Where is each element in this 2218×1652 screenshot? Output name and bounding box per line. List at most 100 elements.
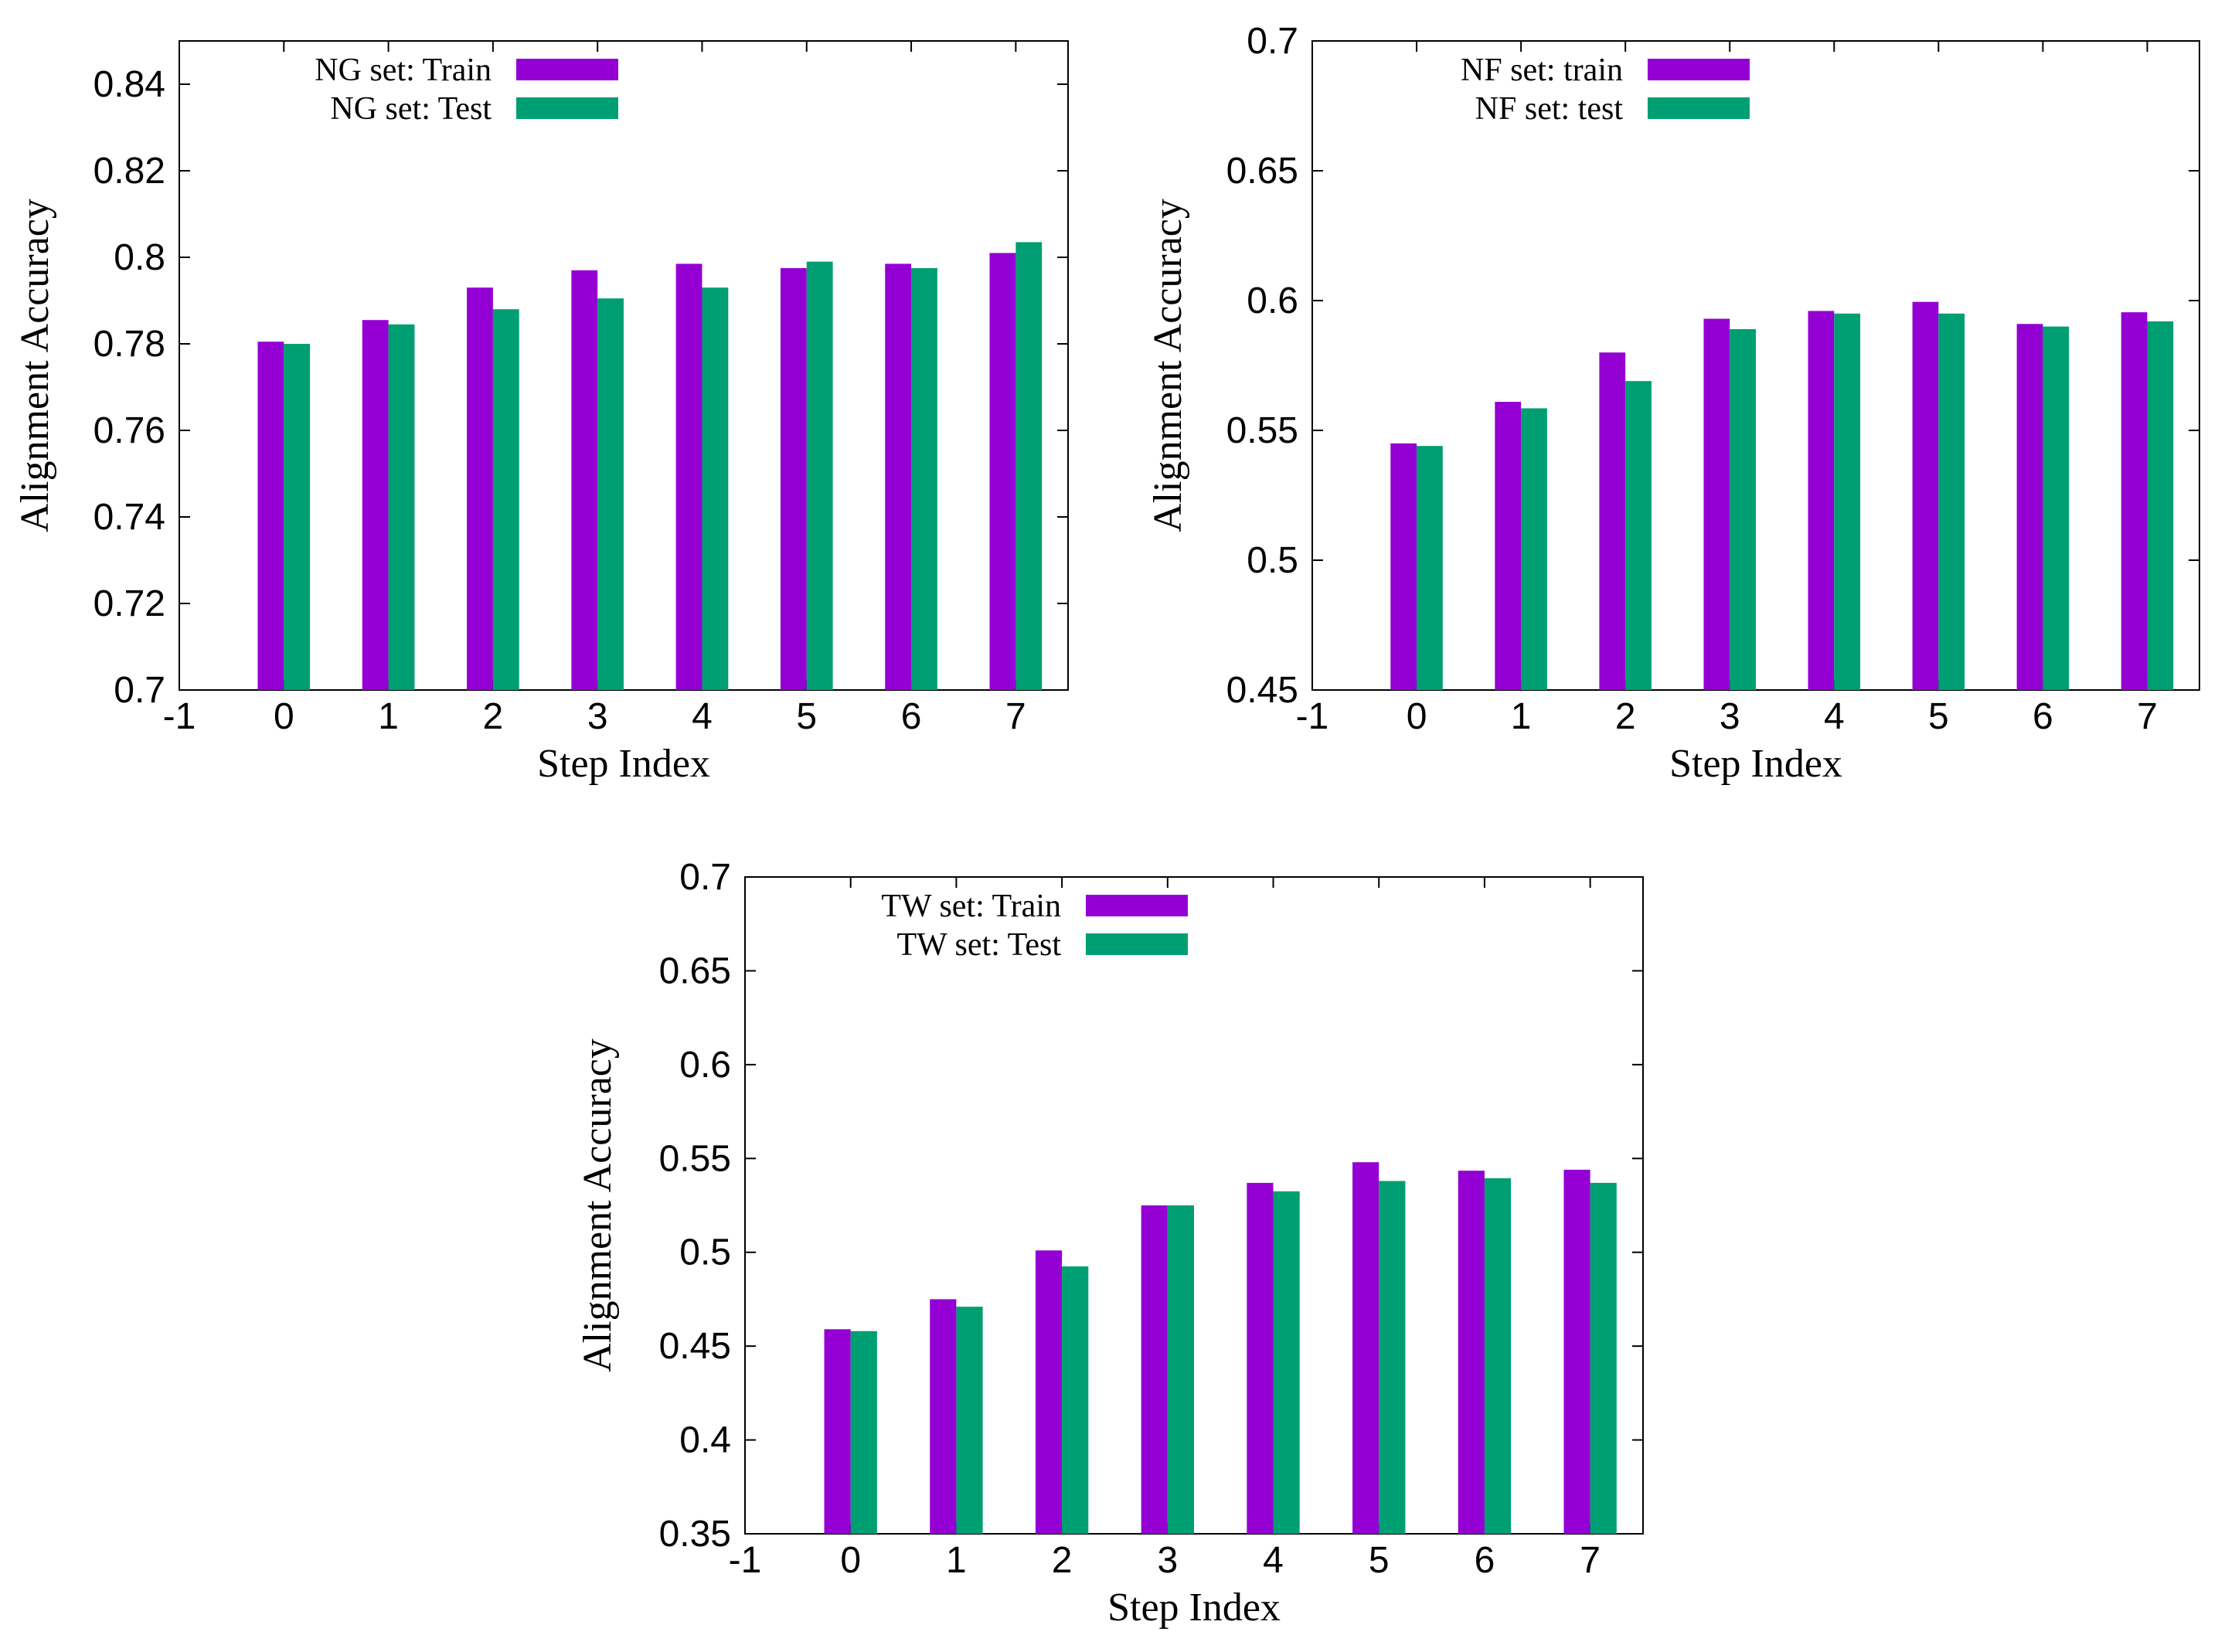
bar-test xyxy=(806,261,833,691)
y-tick-label: 0.84 xyxy=(94,64,165,105)
y-tick-label: 0.5 xyxy=(679,1232,731,1273)
y-tick-label: 0.65 xyxy=(1226,151,1298,192)
bar-train xyxy=(2121,312,2148,690)
chart-ng-set: 0.7 0.72 0.74 0.76 0.78 0.8 0.82 0.84 -1 0 1 2 3 4 5 6 7… xyxy=(13,40,1069,786)
x-tick-label: 4 xyxy=(692,696,713,737)
y-tick-label: 0.7 xyxy=(679,857,731,898)
bar-train xyxy=(1247,1182,1274,1534)
y-tick-label: 0.78 xyxy=(94,324,165,365)
chart-tw-set: 0.35 0.4 0.45 0.5 0.55 0.6 0.65 0.7 -1 0 1 2 3 4 5 6 7 TW… xyxy=(576,857,1644,1630)
legend-label: TW set: Test xyxy=(897,927,1062,963)
x-tick-label: 7 xyxy=(1580,1540,1601,1581)
bar-test xyxy=(1590,1182,1617,1534)
x-tick-label: 2 xyxy=(483,696,504,737)
bar-test xyxy=(1379,1181,1406,1534)
bar-train xyxy=(930,1299,957,1534)
bar-test xyxy=(1730,328,1756,690)
legend-label: NG set: Train xyxy=(315,53,492,88)
x-tick-label: 2 xyxy=(1052,1540,1073,1581)
x-tick-label: 3 xyxy=(1157,1540,1178,1581)
bar-test xyxy=(388,324,415,690)
x-tick-label: 1 xyxy=(1511,696,1532,737)
x-tick-label: 0 xyxy=(274,696,294,737)
x-tick-label: 1 xyxy=(946,1540,967,1581)
y-tick-label: 0.82 xyxy=(94,151,165,192)
y-tick-label: 0.55 xyxy=(1226,410,1298,451)
x-tick-label: -1 xyxy=(163,696,196,737)
bar-test xyxy=(1834,313,1861,690)
legend-label: NF set: train xyxy=(1461,53,1623,88)
legend-swatch xyxy=(1086,933,1188,955)
bar-test xyxy=(1938,313,1965,690)
bar-train xyxy=(257,342,284,690)
x-tick-label: 0 xyxy=(840,1540,861,1581)
bar-train xyxy=(675,263,702,690)
legend-label: TW set: Train xyxy=(881,889,1061,924)
y-tick-label: 0.45 xyxy=(1226,670,1298,711)
x-axis-label: Step Index xyxy=(537,742,710,786)
bar-train xyxy=(571,270,598,690)
x-axis-label: Step Index xyxy=(1107,1586,1281,1630)
bar-test xyxy=(1521,408,1547,690)
bar-train xyxy=(1563,1169,1590,1534)
y-tick-label: 0.35 xyxy=(659,1514,731,1555)
y-tick-label: 0.8 xyxy=(114,237,165,278)
bar-test xyxy=(911,268,937,690)
bar-train xyxy=(1352,1162,1379,1534)
bar-test xyxy=(956,1307,983,1534)
legend-swatch xyxy=(516,59,618,80)
x-tick-label: 3 xyxy=(587,696,608,737)
bar-train xyxy=(1495,402,1522,690)
bar-test xyxy=(2043,326,2070,690)
y-axis-label: Alignment Accuracy xyxy=(1146,199,1190,532)
bar-train xyxy=(885,263,912,690)
bar-test xyxy=(597,298,624,690)
bar-test xyxy=(1484,1178,1512,1534)
bar-test xyxy=(1015,242,1043,690)
x-tick-label: 7 xyxy=(2137,696,2158,737)
bar-train xyxy=(1141,1205,1168,1534)
x-tick-label: 4 xyxy=(1824,696,1845,737)
bar-test xyxy=(1167,1205,1194,1534)
bar-train xyxy=(2016,324,2043,690)
bar-train xyxy=(1458,1171,1485,1534)
legend-label: NF set: test xyxy=(1475,91,1624,127)
bar-test xyxy=(850,1331,877,1534)
x-tick-label: 6 xyxy=(2033,696,2053,737)
x-tick-label: -1 xyxy=(1296,696,1329,737)
bar-test xyxy=(1062,1266,1089,1534)
bar-test xyxy=(702,287,729,690)
bar-train xyxy=(1035,1250,1063,1534)
y-tick-label: 0.74 xyxy=(94,497,165,538)
y-tick-label: 0.65 xyxy=(659,950,731,991)
y-axis-label: Alignment Accuracy xyxy=(576,1038,620,1372)
y-tick-label: 0.5 xyxy=(1247,540,1298,581)
y-tick-label: 0.7 xyxy=(1247,21,1298,62)
bar-train xyxy=(1912,301,1939,690)
x-tick-label: -1 xyxy=(729,1540,762,1581)
bar-test xyxy=(1625,381,1652,690)
legend-swatch xyxy=(1648,97,1750,119)
bar-train xyxy=(1808,311,1835,690)
legend-label: NG set: Test xyxy=(330,91,492,127)
x-axis-label: Step Index xyxy=(1669,742,1842,786)
bar-test xyxy=(284,344,311,690)
x-tick-label: 0 xyxy=(1407,696,1427,737)
y-tick-label: 0.45 xyxy=(659,1326,731,1367)
x-tick-label: 5 xyxy=(1369,1540,1390,1581)
bar-test xyxy=(1417,446,1443,690)
y-tick-label: 0.6 xyxy=(679,1045,731,1086)
y-tick-label: 0.76 xyxy=(94,410,165,451)
chart-nf-set: 0.45 0.5 0.55 0.6 0.65 0.7 -1 0 1 2 3 4 5 6 7 NF set: t… xyxy=(1146,21,2200,786)
bar-train xyxy=(467,287,493,690)
x-tick-label: 4 xyxy=(1263,1540,1284,1581)
x-tick-label: 3 xyxy=(1720,696,1740,737)
bar-test xyxy=(492,309,519,690)
bar-test xyxy=(2147,321,2174,690)
x-tick-label: 5 xyxy=(1928,696,1949,737)
bar-train xyxy=(362,320,389,690)
bar-train xyxy=(1703,318,1730,690)
bar-train xyxy=(989,253,1016,690)
y-axis-label: Alignment Accuracy xyxy=(13,199,57,532)
